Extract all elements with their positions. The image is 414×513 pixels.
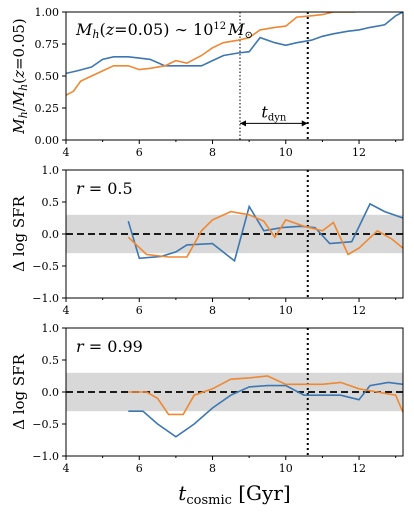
x-tick-label: 8 (209, 462, 216, 475)
orange-series-line (66, 12, 356, 96)
y-tick-label: 0.50 (35, 70, 60, 83)
orange-series-line (128, 375, 403, 416)
blue-series-line (66, 12, 403, 75)
x-tick-label: 4 (63, 304, 70, 317)
y-tick-label: 0.5 (42, 196, 60, 209)
tdyn-arrow-head-right (301, 120, 308, 127)
y-tick-label: −1.0 (32, 292, 59, 305)
panel-3: 4 6 8 10 12 −1.0 −0.5 0.0 0.5 1.0 Δ log SFR r = 0.9… (10, 322, 404, 508)
x-tick-label: 4 (63, 146, 70, 159)
tdyn-arrow-head-left (239, 120, 246, 127)
x-axis-label: tcosmic [Gyr] (178, 481, 290, 508)
orange-series-line (127, 210, 403, 258)
y-tick-label: 0.0 (42, 386, 60, 399)
tdyn-label: tdyn (261, 102, 286, 123)
x-tick-label: 10 (279, 304, 293, 317)
y-tick-label: 0.0 (42, 228, 60, 241)
x-tick-label: 6 (136, 146, 143, 159)
y-tick-label: 1.0 (42, 164, 60, 177)
y-axis-label: Δ log SFR (10, 353, 28, 429)
x-tick-label: 8 (209, 146, 216, 159)
x-tick-label: 12 (352, 304, 366, 317)
correlation-annotation: r = 0.99 (76, 337, 143, 356)
y-tick-label: −0.5 (32, 418, 59, 431)
x-tick-label: 8 (209, 304, 216, 317)
blue-series-line (128, 381, 403, 438)
x-tick-label: 12 (352, 146, 366, 159)
blue-series-line (127, 202, 403, 263)
y-tick-label: −0.5 (32, 260, 59, 273)
panel-1: tdyn 4 6 8 10 12 0.00 0.25 0.50 0.75 1.00 Mh/Mh(z=0… (10, 6, 404, 159)
correlation-annotation: r = 0.5 (76, 179, 133, 198)
y-tick-label: 0.5 (42, 354, 60, 367)
y-tick-label: 0.00 (35, 134, 60, 147)
y-axis-label: Δ log SFR (10, 195, 28, 271)
y-tick-label: 0.75 (35, 38, 60, 51)
y-tick-label: −1.0 (32, 450, 59, 463)
y-tick-label: 1.0 (42, 322, 60, 335)
x-tick-label: 4 (63, 462, 70, 475)
x-tick-label: 6 (136, 462, 143, 475)
x-tick-label: 10 (279, 462, 293, 475)
x-tick-label: 12 (352, 462, 366, 475)
y-tick-label: 1.00 (35, 6, 60, 19)
y-tick-label: 0.25 (35, 102, 60, 115)
y-axis-label: Mh/Mh(z=0.05) (10, 18, 30, 135)
halo-mass-annotation: Mh(z=0.05) ∼ 1012 M⊙ (75, 20, 253, 41)
x-tick-label: 6 (136, 304, 143, 317)
panel-2: 4 6 8 10 12 −1.0 −0.5 0.0 0.5 1.0 Δ log SFR r = 0.5 (10, 164, 404, 317)
x-tick-label: 10 (279, 146, 293, 159)
